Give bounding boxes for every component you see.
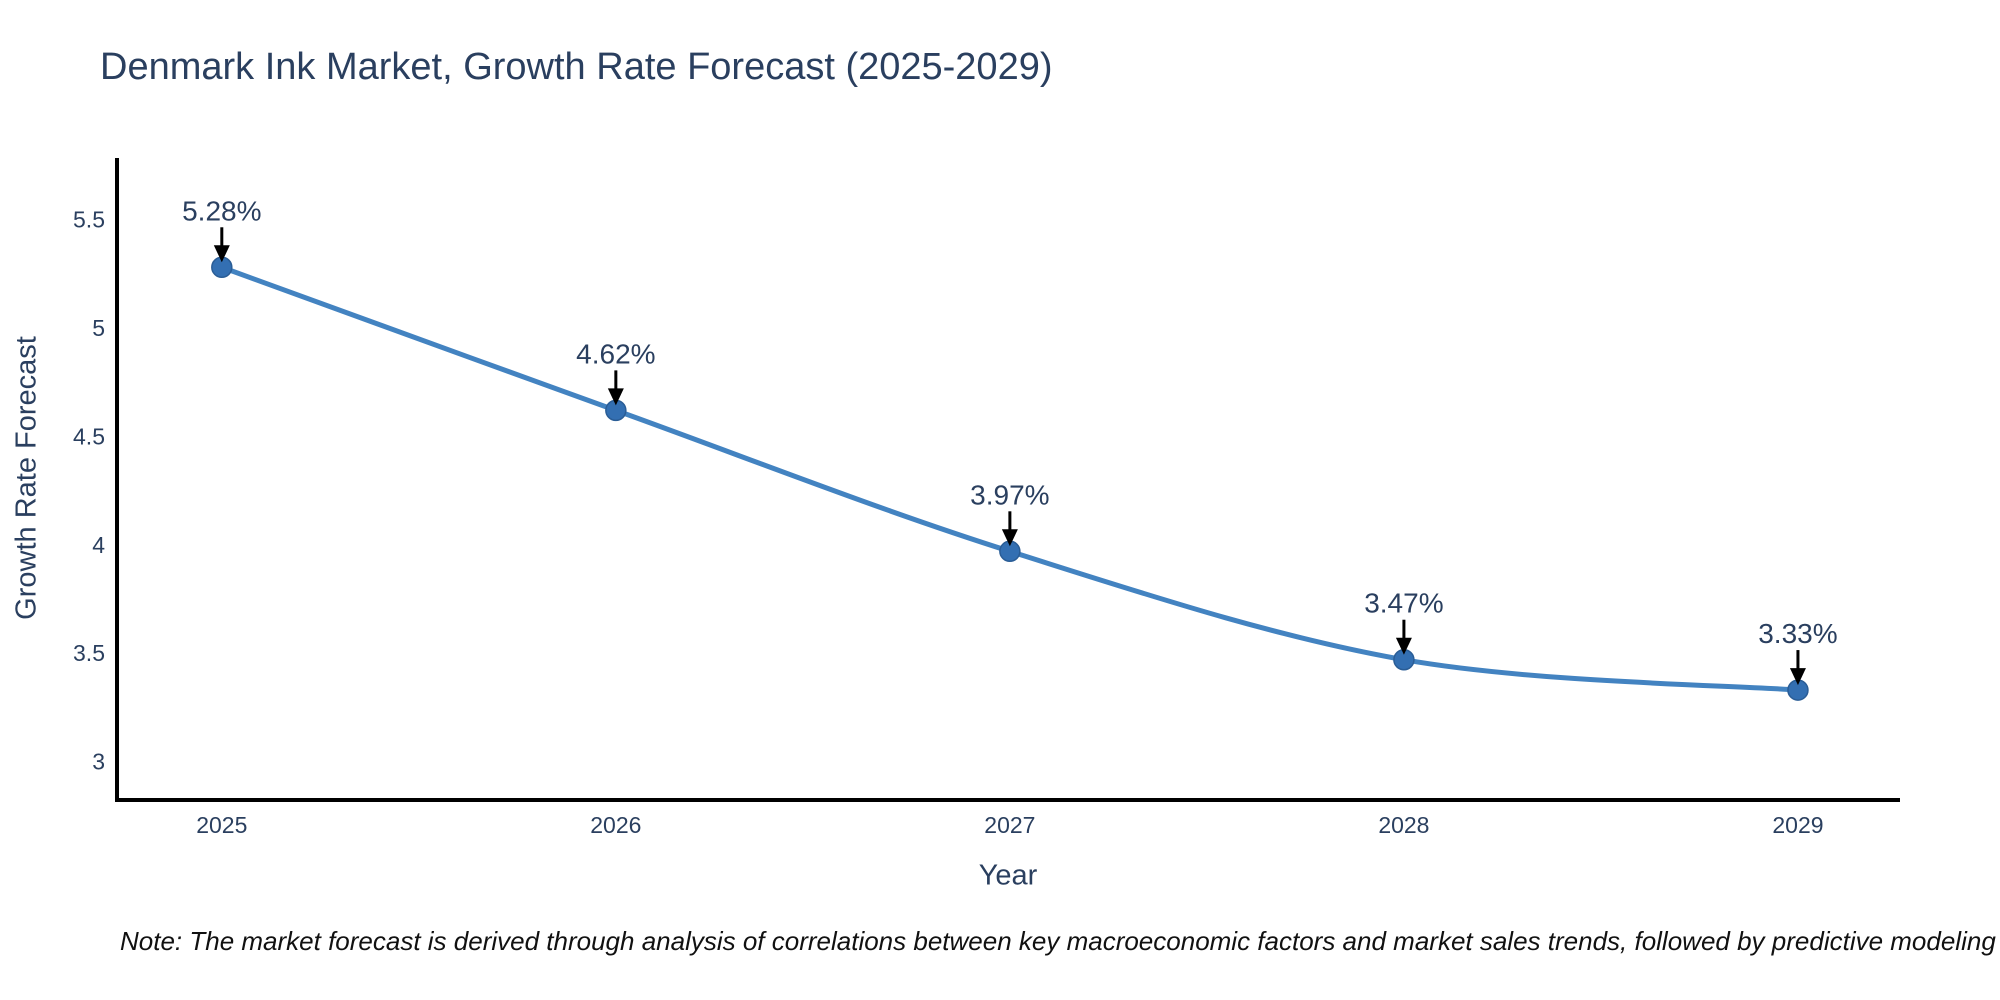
- annotation-arrow-head-icon: [213, 245, 230, 263]
- annotation-arrow-head-icon: [1395, 637, 1412, 655]
- annotation-arrow-head-icon: [1789, 668, 1806, 686]
- x-tick-label: 2025: [196, 812, 247, 838]
- point-annotation-label: 4.62%: [576, 338, 655, 369]
- point-annotation-label: 5.28%: [182, 195, 261, 226]
- y-axis-title: Growth Rate Forecast: [10, 336, 43, 620]
- point-annotation-label: 3.33%: [1758, 618, 1837, 649]
- x-tick-label: 2028: [1378, 812, 1429, 838]
- x-tick-label: 2026: [590, 812, 641, 838]
- x-tick-label: 2027: [984, 812, 1035, 838]
- y-tick-label: 4: [92, 532, 105, 558]
- y-tick-label: 4.5: [73, 423, 105, 449]
- point-annotation-label: 3.97%: [970, 479, 1049, 510]
- y-tick-label: 3: [92, 749, 105, 775]
- point-annotation-label: 3.47%: [1364, 588, 1443, 619]
- x-axis-title: Year: [978, 859, 1038, 892]
- y-tick-label: 5.5: [73, 207, 105, 233]
- y-tick-label: 5: [92, 315, 105, 341]
- y-tick-label: 3.5: [73, 640, 105, 666]
- annotation-arrow-head-icon: [607, 388, 624, 406]
- footnote: Note: The market forecast is derived thr…: [120, 926, 2000, 956]
- x-tick-label: 2029: [1772, 812, 1823, 838]
- annotation-arrow-head-icon: [1001, 529, 1018, 547]
- chart-title: Denmark Ink Market, Growth Rate Forecast…: [100, 46, 1053, 88]
